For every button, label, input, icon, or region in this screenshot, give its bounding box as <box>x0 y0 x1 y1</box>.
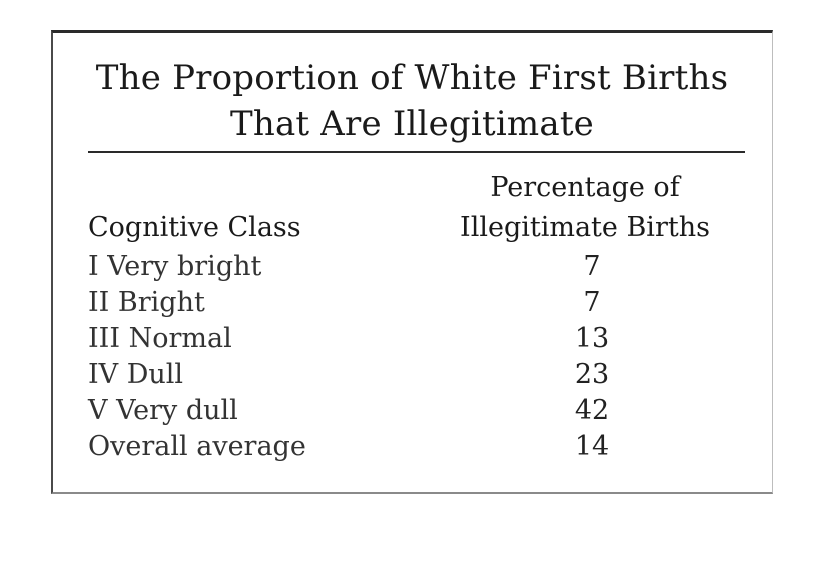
column-header-percentage: Percentage of Illegitimate Births <box>440 168 730 248</box>
table-row: II Bright 7 <box>88 285 745 321</box>
column-header-cognitive-class: Cognitive Class <box>88 212 301 243</box>
cognitive-class-cell: V Very dull <box>88 395 238 426</box>
table-row: III Normal 13 <box>88 321 745 357</box>
cognitive-class-cell: IV Dull <box>88 359 184 390</box>
cognitive-class-cell: Overall average <box>88 431 306 462</box>
title-rule <box>88 151 745 153</box>
cognitive-class-cell: III Normal <box>88 323 232 354</box>
cognitive-class-cell: II Bright <box>88 287 205 318</box>
percentage-cell: 14 <box>574 431 610 462</box>
table-row: IV Dull 23 <box>88 357 745 393</box>
table-row: Overall average 14 <box>88 429 745 465</box>
percentage-cell: 7 <box>583 251 601 282</box>
table-title-line-2: That Are Illegitimate <box>229 104 595 144</box>
percentage-cell: 13 <box>574 323 610 354</box>
percentage-cell: 23 <box>574 359 610 390</box>
table-frame <box>51 30 773 494</box>
table-row: I Very bright 7 <box>88 249 745 285</box>
cognitive-class-cell: I Very bright <box>88 251 262 282</box>
table-title-line-1: The Proportion of White First Births <box>95 58 729 98</box>
column-header-percentage-line-2: Illegitimate Births <box>460 212 710 243</box>
percentage-cell: 7 <box>583 287 601 318</box>
percentage-cell: 42 <box>574 395 610 426</box>
table-row: V Very dull 42 <box>88 393 745 429</box>
column-header-percentage-line-1: Percentage of <box>490 172 680 203</box>
